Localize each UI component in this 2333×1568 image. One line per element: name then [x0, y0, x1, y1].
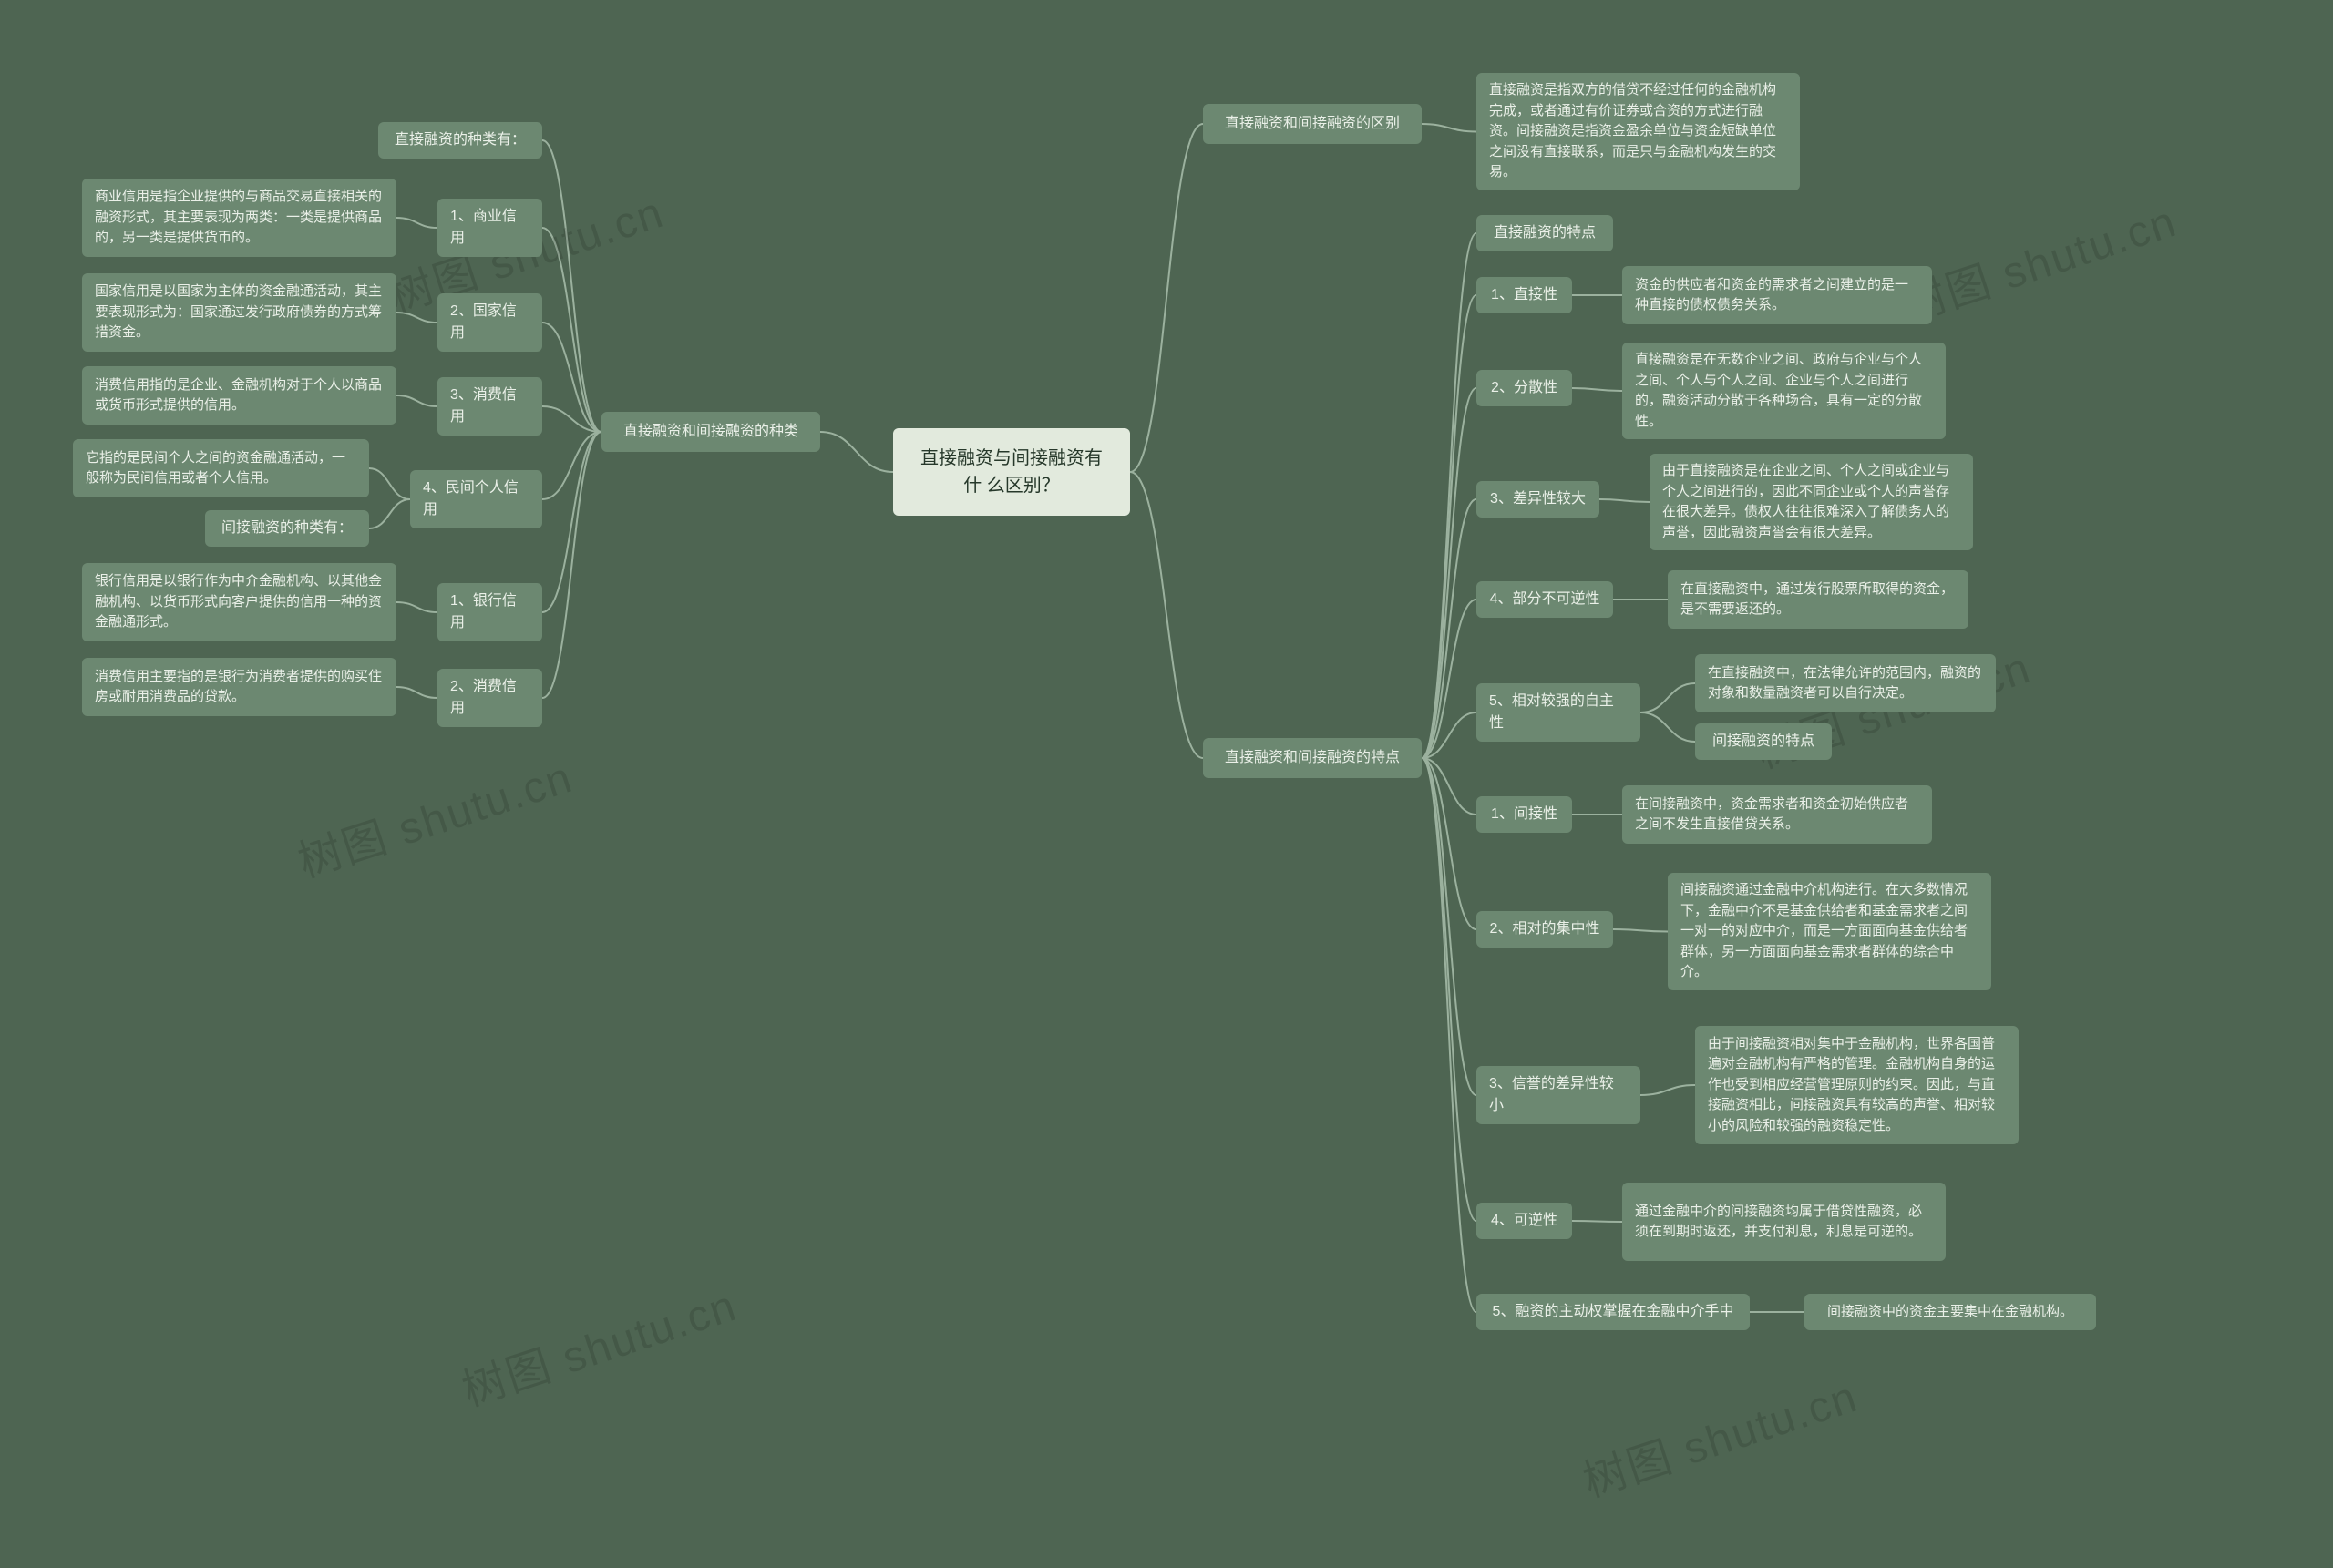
node-b3_2d[interactable]: 直接融资是在无数企业之间、政府与企业与个人之间、个人与个人之间、企业与个人之间进…	[1622, 343, 1946, 439]
connector	[1640, 683, 1695, 712]
node-b1_3[interactable]: 3、消费信用	[437, 377, 542, 436]
connector	[1422, 758, 1476, 815]
node-b1_4d1[interactable]: 它指的是民间个人之间的资金融通活动，一般称为民间信用或者个人信用。	[73, 439, 369, 497]
connector	[396, 602, 437, 612]
connector	[1130, 472, 1203, 758]
connector	[542, 432, 601, 612]
node-b1_6[interactable]: 2、消费信用	[437, 669, 542, 727]
connector	[1422, 295, 1476, 758]
connector	[369, 468, 410, 499]
node-b3_3d[interactable]: 由于直接融资是在企业之间、个人之间或企业与个人之间进行的，因此不同企业或个人的声…	[1650, 454, 1973, 550]
node-b2[interactable]: 直接融资和间接融资的区别	[1203, 104, 1422, 144]
node-b1_5[interactable]: 1、银行信用	[437, 583, 542, 641]
connector	[396, 687, 437, 698]
node-b1_1d[interactable]: 商业信用是指企业提供的与商品交易直接相关的融资形式，其主要表现为两类：一类是提供…	[82, 179, 396, 257]
connector	[1422, 600, 1476, 758]
mindmap-canvas: 树图 shutu.cn 树图 shutu.cn 树图 shutu.cn 树图 shut…	[0, 0, 2333, 1568]
connector	[542, 228, 601, 432]
connector	[1422, 758, 1476, 929]
node-b3_10d[interactable]: 间接融资中的资金主要集中在金融机构。	[1804, 1294, 2096, 1330]
watermark: 树图 shutu.cn	[1893, 185, 2184, 333]
connector	[1599, 499, 1650, 502]
node-b3_2[interactable]: 2、分散性	[1476, 370, 1572, 406]
connector	[1422, 758, 1476, 1312]
node-b3_1d[interactable]: 资金的供应者和资金的需求者之间建立的是一种直接的债权债务关系。	[1622, 266, 1932, 324]
connector	[1130, 124, 1203, 472]
connector	[1640, 1085, 1695, 1095]
connector	[1422, 124, 1476, 132]
connector	[1422, 499, 1476, 758]
connector	[396, 313, 437, 323]
node-b3_10[interactable]: 5、融资的主动权掌握在金融中介手中	[1476, 1294, 1750, 1330]
node-b2d[interactable]: 直接融资是指双方的借贷不经过任何的金融机构完成，或者通过有价证券或合资的方式进行…	[1476, 73, 1800, 190]
node-b1[interactable]: 直接融资和间接融资的种类	[601, 412, 820, 452]
connector	[1572, 1221, 1622, 1222]
connector	[1572, 388, 1622, 391]
connector	[1422, 758, 1476, 1095]
node-b3_9[interactable]: 4、可逆性	[1476, 1203, 1572, 1239]
connector	[542, 432, 601, 698]
node-b3[interactable]: 直接融资和间接融资的特点	[1203, 738, 1422, 778]
watermark: 树图 shutu.cn	[453, 1269, 744, 1418]
node-b3_8d[interactable]: 由于间接融资相对集中于金融机构，世界各国普遍对金融机构有严格的管理。金融机构自身…	[1695, 1026, 2019, 1144]
connector	[542, 432, 601, 499]
node-b1_h1[interactable]: 直接融资的种类有：	[378, 122, 542, 159]
node-b3_9d[interactable]: 通过金融中介的间接融资均属于借贷性融资，必须在到期时返还，并支付利息，利息是可逆…	[1622, 1183, 1946, 1261]
node-b1_4d2[interactable]: 间接融资的种类有：	[205, 510, 369, 547]
node-b1_3d[interactable]: 消费信用指的是企业、金融机构对于个人以商品或货币形式提供的信用。	[82, 366, 396, 425]
node-b1_2[interactable]: 2、国家信用	[437, 293, 542, 352]
connector	[396, 218, 437, 228]
node-b3_4[interactable]: 4、部分不可逆性	[1476, 581, 1613, 618]
connector	[1613, 929, 1668, 932]
node-b1_6d[interactable]: 消费信用主要指的是银行为消费者提供的购买住房或耐用消费品的贷款。	[82, 658, 396, 716]
watermark: 树图 shutu.cn	[1574, 1360, 1865, 1509]
connector	[1422, 388, 1476, 758]
connector	[1422, 758, 1476, 1221]
node-b1_1[interactable]: 1、商业信用	[437, 199, 542, 257]
watermark: 树图 shutu.cn	[289, 741, 580, 889]
connector	[542, 140, 601, 432]
node-b3_3[interactable]: 3、差异性较大	[1476, 481, 1599, 518]
node-b3_7[interactable]: 2、相对的集中性	[1476, 911, 1613, 948]
node-b3_4d[interactable]: 在直接融资中，通过发行股票所取得的资金，是不需要返还的。	[1668, 570, 1968, 629]
node-b3_1[interactable]: 1、直接性	[1476, 277, 1572, 313]
node-b1_5d[interactable]: 银行信用是以银行作为中介金融机构、以其他金融机构、以货币形式向客户提供的信用一种…	[82, 563, 396, 641]
node-b3_6[interactable]: 1、间接性	[1476, 796, 1572, 833]
node-b3_h1[interactable]: 直接融资的特点	[1476, 215, 1613, 251]
node-b3_5[interactable]: 5、相对较强的自主性	[1476, 683, 1640, 742]
node-center[interactable]: 直接融资与间接融资有什 么区别？	[893, 428, 1130, 516]
node-b1_4[interactable]: 4、民间个人信用	[410, 470, 542, 528]
connector	[1422, 233, 1476, 758]
connector	[396, 395, 437, 406]
node-b3_5d2[interactable]: 间接融资的特点	[1695, 723, 1832, 760]
connector	[1422, 712, 1476, 758]
connector	[820, 432, 893, 472]
node-b3_7d[interactable]: 间接融资通过金融中介机构进行。在大多数情况下，金融中介不是基金供给者和基金需求者…	[1668, 873, 1991, 990]
node-b3_5d1[interactable]: 在直接融资中，在法律允许的范围内，融资的对象和数量融资者可以自行决定。	[1695, 654, 1996, 712]
node-b3_6d[interactable]: 在间接融资中，资金需求者和资金初始供应者之间不发生直接借贷关系。	[1622, 785, 1932, 844]
node-b1_2d[interactable]: 国家信用是以国家为主体的资金融通活动，其主要表现形式为：国家通过发行政府债券的方…	[82, 273, 396, 352]
connector	[1640, 712, 1695, 742]
connector	[369, 499, 410, 528]
connector	[542, 323, 601, 432]
connector	[542, 406, 601, 432]
node-b3_8[interactable]: 3、信誉的差异性较小	[1476, 1066, 1640, 1124]
